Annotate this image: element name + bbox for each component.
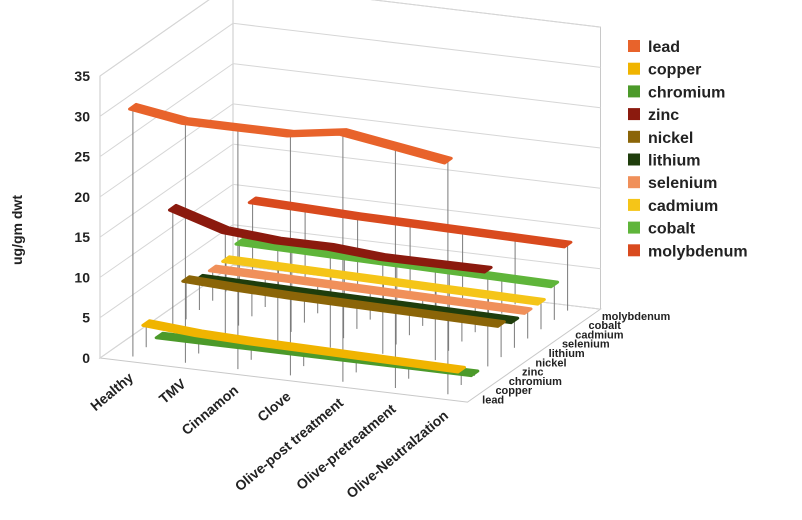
legend-swatch-nickel xyxy=(628,130,640,143)
series-ribbon-molybdenum xyxy=(247,196,573,249)
legend-label-copper: copper xyxy=(648,62,701,79)
series-ribbon-zinc xyxy=(168,203,493,274)
depth-label-cobalt: cobalt xyxy=(589,320,622,332)
series-ribbon-lead xyxy=(128,102,453,165)
legend-label-lead: lead xyxy=(648,39,680,56)
legend-label-chromium: chromium xyxy=(648,84,725,101)
category-label-olive-pretreatment: Olive-pretreatment xyxy=(293,400,399,492)
series-ribbon-nickel xyxy=(181,275,506,328)
y-tick-label: 25 xyxy=(74,149,90,165)
legend-label-zinc: zinc xyxy=(648,107,679,124)
y-tick-label: 0 xyxy=(82,350,90,366)
y-tick-label: 35 xyxy=(74,68,90,84)
depth-label-cadmium: cadmium xyxy=(575,329,624,341)
depth-label-chromium: chromium xyxy=(509,376,562,388)
y-axis-title: ug/gm dwt xyxy=(9,195,25,265)
depth-label-zinc: zinc xyxy=(522,367,543,379)
category-label-tmv: TMV xyxy=(156,375,189,407)
category-label-olive-post-treatment: Olive-post treatment xyxy=(232,394,347,494)
legend-label-cobalt: cobalt xyxy=(648,221,696,238)
legend-swatch-cadmium xyxy=(628,198,640,211)
chart-walls xyxy=(98,0,602,403)
y-tick-label: 20 xyxy=(74,189,90,205)
depth-label-molybdenum: molybdenum xyxy=(602,311,671,323)
category-label-cinnamon: Cinnamon xyxy=(178,382,241,438)
depth-label-lead: lead xyxy=(482,394,504,406)
gridline xyxy=(99,103,601,198)
series-ribbons xyxy=(128,102,573,378)
legend-swatch-molybdenum xyxy=(628,244,640,257)
legend-swatch-copper xyxy=(628,62,640,75)
legend-label-molybdenum: molybdenum xyxy=(648,243,748,260)
series-ribbon-cobalt xyxy=(234,238,560,289)
legend: lead copper chromium zinc nickel lithium selen… xyxy=(628,39,748,260)
category-label-healthy: Healthy xyxy=(87,369,136,414)
legend-swatch-chromium xyxy=(628,85,640,98)
y-tick-label: 30 xyxy=(74,108,90,124)
legend-label-lithium: lithium xyxy=(648,153,700,170)
depth-axis-labels: leadcopperchromiumzincnickellithiumselen… xyxy=(482,311,670,407)
gridline xyxy=(99,0,601,77)
legend-swatch-lithium xyxy=(628,153,640,166)
legend-label-nickel: nickel xyxy=(648,130,693,147)
y-tick-label: 10 xyxy=(74,269,90,285)
gridline xyxy=(99,143,601,238)
legend-label-cadmium: cadmium xyxy=(648,198,718,215)
legend-swatch-lead xyxy=(628,40,640,52)
category-label-clove: Clove xyxy=(254,388,294,425)
depth-label-nickel: nickel xyxy=(535,357,566,369)
legend-swatch-zinc xyxy=(628,108,640,121)
legend-swatch-selenium xyxy=(628,176,640,189)
series-ribbon-cadmium xyxy=(221,255,546,306)
y-axis-ticks: 0 5 10 15 20 25 30 35 xyxy=(74,68,90,366)
series-ribbon-selenium xyxy=(207,264,533,315)
gridlines xyxy=(99,0,601,359)
y-tick-label: 15 xyxy=(74,229,90,245)
series-ribbon-copper xyxy=(141,319,466,374)
gridline xyxy=(99,183,601,278)
gridline xyxy=(99,63,601,158)
depth-label-copper: copper xyxy=(495,385,532,397)
gridline xyxy=(99,224,601,319)
legend-swatch-cobalt xyxy=(628,221,640,234)
depth-label-selenium: selenium xyxy=(562,339,610,351)
y-tick-label: 5 xyxy=(82,310,90,326)
depth-label-lithium: lithium xyxy=(549,348,585,360)
gridline xyxy=(99,22,601,117)
category-label-olive-neutralzation: Olive-Neutralzation xyxy=(343,407,451,501)
legend-label-selenium: selenium xyxy=(648,175,717,192)
